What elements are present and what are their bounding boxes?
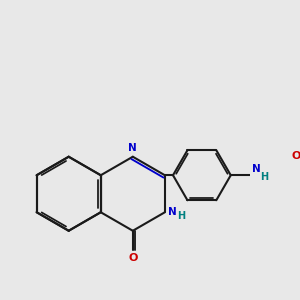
Text: N: N xyxy=(252,164,261,174)
Text: H: H xyxy=(260,172,268,182)
Text: N: N xyxy=(128,143,137,153)
Text: N: N xyxy=(168,207,177,217)
Text: O: O xyxy=(292,151,300,161)
Text: H: H xyxy=(177,211,185,221)
Text: O: O xyxy=(128,253,137,263)
